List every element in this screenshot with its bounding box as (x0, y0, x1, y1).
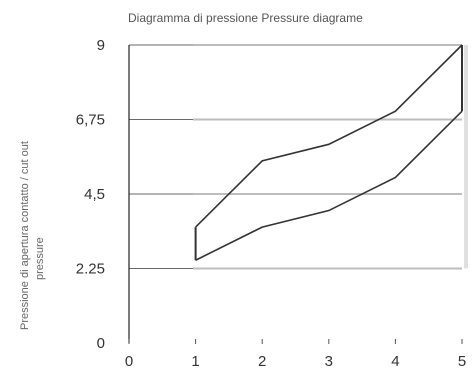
y-tick-label-1: 2.25 (76, 261, 105, 278)
y-tick-label-0: 0 (97, 335, 105, 352)
y-axis-label: Pressione di apertura contatto / cut out… (19, 141, 46, 330)
grid-lines (129, 44, 468, 270)
series-2-line (195, 110, 463, 261)
series-1-line (195, 44, 463, 228)
tick-labels: 0 1 2 3 4 5 0 2.25 4,5 6,75 9 (76, 37, 466, 370)
y-tick-label-4: 9 (97, 37, 105, 54)
chart-title: Diagramma di pressione Pressure diagrame (128, 11, 363, 25)
x-tick-label-4: 4 (391, 353, 399, 370)
x-tick-label-1: 1 (191, 353, 199, 370)
x-tick-label-2: 2 (258, 353, 266, 370)
y-tick-label-3: 6,75 (76, 112, 105, 129)
y-axis-label-line-1: Pressione di apertura contatto / cut out (19, 141, 31, 330)
y-axis-label-line-2: pressure (34, 237, 46, 280)
series-lines (194, 44, 463, 261)
x-tick-label-3: 3 (325, 353, 333, 370)
axes (128, 45, 463, 344)
y-tick-label-2: 4,5 (84, 186, 105, 203)
x-tick-label-0: 0 (125, 353, 133, 370)
x-tick-label-5: 5 (458, 353, 466, 370)
